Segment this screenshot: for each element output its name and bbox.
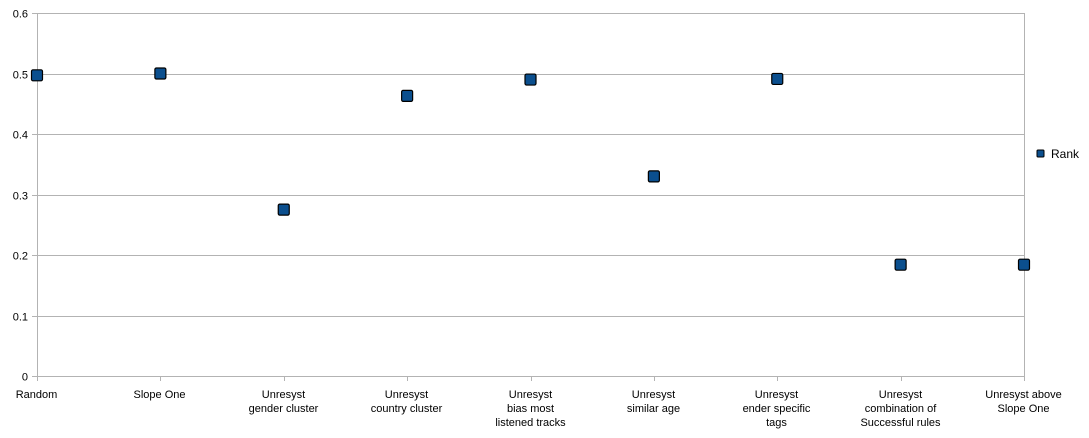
data-point [1017, 258, 1031, 271]
y-tick-label: 0.3 [13, 191, 28, 203]
x-tick-label: Unresyst bias most listened tracks [495, 389, 566, 429]
x-tick-label-line: combination of [865, 403, 937, 415]
x-tick-label-line: ender specific [743, 403, 811, 415]
x-tick-label-line: bias most [507, 403, 554, 415]
x-tick-labels: Random Slope One Unresyst gender clusterUnr… [16, 389, 1062, 429]
data-point [894, 258, 907, 271]
x-tick-label: Unresyst similar age [627, 389, 680, 415]
x-tick-label-line: Unresyst [385, 389, 428, 401]
x-tick-label: Random [16, 389, 58, 401]
x-tick-label: Unresyst above Slope One [985, 389, 1061, 415]
y-tick-label: 0.4 [13, 130, 28, 142]
data-point [277, 203, 290, 216]
x-tick-label-line: Unresyst [755, 389, 798, 401]
y-tick-label: 0.6 [13, 9, 28, 21]
x-tick-label-line: Unresyst [509, 389, 552, 401]
x-tick-label-line: Successful rules [860, 417, 941, 429]
axes [32, 13, 1025, 381]
y-tick-label: 0 [22, 372, 28, 384]
y-tick-label: 0.5 [13, 70, 28, 82]
data-points [30, 67, 1031, 271]
data-point [771, 72, 784, 86]
x-tick-label-line: Unresyst [262, 389, 305, 401]
x-tick-label-line: country cluster [371, 403, 443, 415]
x-tick-label: Slope One [134, 389, 186, 401]
data-point [524, 73, 537, 86]
x-tick-label-line: Unresyst [632, 389, 675, 401]
data-point [30, 69, 44, 82]
x-tick-label: Unresyst gender cluster [249, 389, 319, 415]
grid-lines [37, 13, 1024, 377]
x-tick-label: Unresyst ender specific tags [743, 389, 811, 429]
x-tick-label-line: gender cluster [249, 403, 319, 415]
x-tick-label: Unresyst combination of Successful rules [860, 389, 941, 429]
x-tick-label-line: Unresyst [879, 389, 922, 401]
legend-label: Rank [1051, 147, 1080, 161]
data-point [401, 89, 414, 102]
y-tick-label: 0.1 [13, 312, 28, 324]
x-tick-label-line: Slope One [134, 389, 186, 401]
x-tick-label-line: tags [766, 417, 787, 429]
x-tick-label-line: similar age [627, 403, 680, 415]
data-point [154, 67, 167, 80]
y-tick-labels: 0 0.1 0.2 0.3 0.4 0.5 0.6 [13, 9, 28, 384]
x-tick-label-line: Random [16, 389, 58, 401]
x-tick-label-line: Unresyst above [985, 389, 1061, 401]
x-tick-label-line: listened tracks [495, 417, 566, 429]
y-tick-label: 0.2 [13, 251, 28, 263]
x-tick-label-line: Slope One [998, 403, 1050, 415]
legend-marker [1036, 149, 1045, 158]
data-point [647, 170, 660, 183]
x-tick-label: Unresyst country cluster [371, 389, 443, 415]
legend: Rank [1036, 147, 1080, 161]
